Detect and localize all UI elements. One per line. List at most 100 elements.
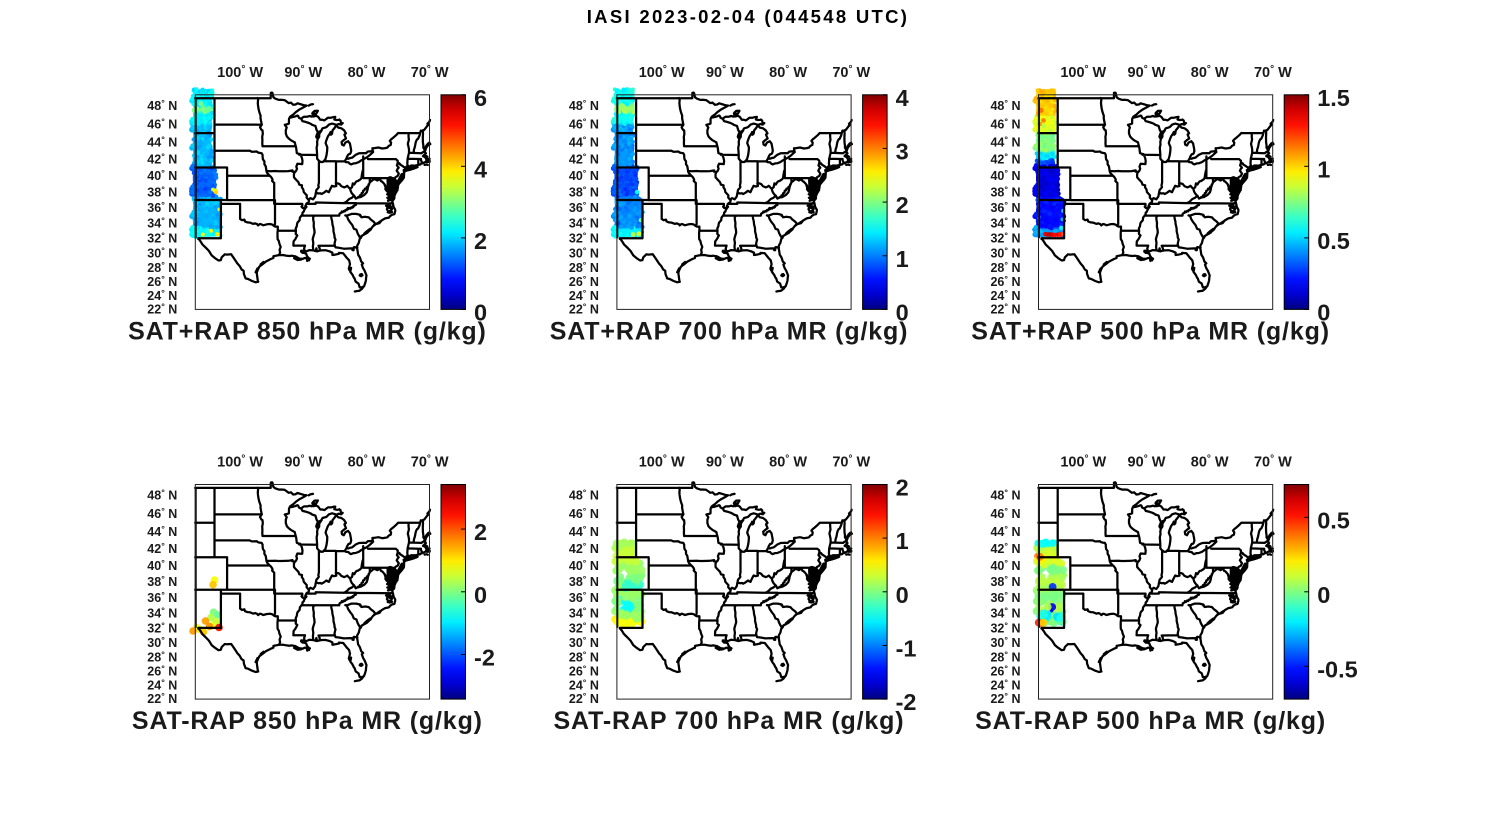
svg-text:38° N: 38° N	[147, 184, 177, 199]
svg-text:-2: -2	[474, 645, 495, 671]
svg-text:38° N: 38° N	[569, 184, 599, 199]
svg-text:-1: -1	[896, 636, 917, 662]
svg-text:80° W: 80° W	[1191, 454, 1229, 471]
svg-text:32° N: 32° N	[990, 620, 1020, 635]
svg-text:24° N: 24° N	[569, 288, 599, 303]
svg-text:28° N: 28° N	[147, 650, 177, 665]
svg-text:28° N: 28° N	[990, 650, 1020, 665]
svg-text:28° N: 28° N	[990, 260, 1020, 275]
svg-text:42° N: 42° N	[990, 541, 1020, 556]
svg-text:22° N: 22° N	[990, 302, 1020, 317]
svg-text:44° N: 44° N	[147, 134, 177, 149]
svg-text:48° N: 48° N	[147, 98, 177, 113]
svg-text:22° N: 22° N	[147, 691, 177, 706]
svg-text:34° N: 34° N	[569, 216, 599, 231]
svg-text:32° N: 32° N	[147, 620, 177, 635]
svg-text:-2: -2	[896, 689, 917, 715]
svg-text:100° W: 100° W	[1060, 64, 1106, 81]
svg-text:26° N: 26° N	[147, 274, 177, 289]
svg-text:48° N: 48° N	[569, 488, 599, 503]
svg-text:100° W: 100° W	[639, 454, 685, 471]
svg-text:90° W: 90° W	[284, 64, 322, 81]
svg-text:1.5: 1.5	[1317, 85, 1350, 111]
svg-text:24° N: 24° N	[147, 288, 177, 303]
svg-text:36° N: 36° N	[990, 200, 1020, 215]
svg-text:70° W: 70° W	[832, 64, 870, 81]
svg-text:30° N: 30° N	[569, 245, 599, 260]
svg-text:1: 1	[896, 528, 909, 554]
svg-text:24° N: 24° N	[990, 288, 1020, 303]
svg-text:26° N: 26° N	[569, 664, 599, 679]
svg-text:38° N: 38° N	[990, 184, 1020, 199]
svg-text:34° N: 34° N	[147, 605, 177, 620]
svg-text:80° W: 80° W	[1191, 64, 1229, 81]
svg-text:42° N: 42° N	[147, 541, 177, 556]
svg-text:28° N: 28° N	[569, 260, 599, 275]
svg-text:80° W: 80° W	[769, 64, 807, 81]
svg-text:1: 1	[1317, 156, 1330, 182]
svg-text:48° N: 48° N	[990, 488, 1020, 503]
svg-text:90° W: 90° W	[1128, 64, 1166, 81]
svg-text:SAT-RAP 850 hPa MR (g/kg): SAT-RAP 850 hPa MR (g/kg)	[132, 707, 483, 735]
svg-text:80° W: 80° W	[348, 64, 386, 81]
svg-text:30° N: 30° N	[569, 635, 599, 650]
svg-text:22° N: 22° N	[990, 691, 1020, 706]
svg-text:100° W: 100° W	[217, 454, 263, 471]
svg-text:2: 2	[474, 519, 487, 545]
svg-text:48° N: 48° N	[569, 98, 599, 113]
svg-text:44° N: 44° N	[569, 134, 599, 149]
svg-text:SAT-RAP 500 hPa MR (g/kg): SAT-RAP 500 hPa MR (g/kg)	[975, 707, 1326, 735]
svg-text:SAT+RAP 850 hPa MR (g/kg): SAT+RAP 850 hPa MR (g/kg)	[128, 318, 487, 346]
svg-text:44° N: 44° N	[569, 524, 599, 539]
svg-text:2: 2	[896, 192, 909, 218]
svg-text:40° N: 40° N	[569, 558, 599, 573]
svg-text:SAT+RAP 700 hPa MR (g/kg): SAT+RAP 700 hPa MR (g/kg)	[550, 318, 909, 346]
svg-text:30° N: 30° N	[990, 245, 1020, 260]
svg-text:38° N: 38° N	[569, 574, 599, 589]
svg-text:26° N: 26° N	[569, 274, 599, 289]
svg-text:34° N: 34° N	[147, 216, 177, 231]
svg-text:46° N: 46° N	[147, 506, 177, 521]
svg-text:24° N: 24° N	[569, 678, 599, 693]
svg-text:46° N: 46° N	[147, 117, 177, 132]
svg-text:38° N: 38° N	[147, 574, 177, 589]
svg-text:0.5: 0.5	[1317, 228, 1350, 254]
svg-text:32° N: 32° N	[569, 231, 599, 246]
svg-text:28° N: 28° N	[569, 650, 599, 665]
svg-text:6: 6	[474, 85, 487, 111]
svg-text:40° N: 40° N	[147, 168, 177, 183]
svg-text:2: 2	[896, 475, 909, 501]
svg-text:80° W: 80° W	[348, 454, 386, 471]
svg-text:42° N: 42° N	[990, 152, 1020, 167]
svg-text:36° N: 36° N	[147, 590, 177, 605]
svg-text:26° N: 26° N	[990, 664, 1020, 679]
svg-text:0.5: 0.5	[1317, 507, 1350, 533]
svg-text:4: 4	[474, 156, 487, 182]
svg-text:32° N: 32° N	[569, 620, 599, 635]
svg-text:70° W: 70° W	[832, 454, 870, 471]
svg-text:24° N: 24° N	[990, 678, 1020, 693]
svg-text:0: 0	[474, 582, 487, 608]
svg-text:22° N: 22° N	[569, 691, 599, 706]
svg-text:22° N: 22° N	[569, 302, 599, 317]
svg-text:36° N: 36° N	[147, 200, 177, 215]
svg-text:80° W: 80° W	[769, 454, 807, 471]
svg-text:90° W: 90° W	[284, 454, 322, 471]
svg-text:34° N: 34° N	[990, 216, 1020, 231]
svg-text:38° N: 38° N	[990, 574, 1020, 589]
svg-text:22° N: 22° N	[147, 302, 177, 317]
svg-text:90° W: 90° W	[706, 454, 744, 471]
svg-text:32° N: 32° N	[990, 231, 1020, 246]
svg-text:40° N: 40° N	[990, 558, 1020, 573]
svg-text:46° N: 46° N	[990, 506, 1020, 521]
svg-text:42° N: 42° N	[569, 541, 599, 556]
svg-text:32° N: 32° N	[147, 231, 177, 246]
svg-text:1: 1	[896, 246, 909, 272]
svg-text:-0.5: -0.5	[1317, 656, 1358, 682]
svg-text:26° N: 26° N	[147, 664, 177, 679]
svg-text:40° N: 40° N	[990, 168, 1020, 183]
svg-text:3: 3	[896, 138, 909, 164]
svg-text:40° N: 40° N	[569, 168, 599, 183]
svg-text:70° W: 70° W	[411, 64, 449, 81]
svg-text:SAT+RAP 500 hPa MR (g/kg): SAT+RAP 500 hPa MR (g/kg)	[971, 318, 1330, 346]
